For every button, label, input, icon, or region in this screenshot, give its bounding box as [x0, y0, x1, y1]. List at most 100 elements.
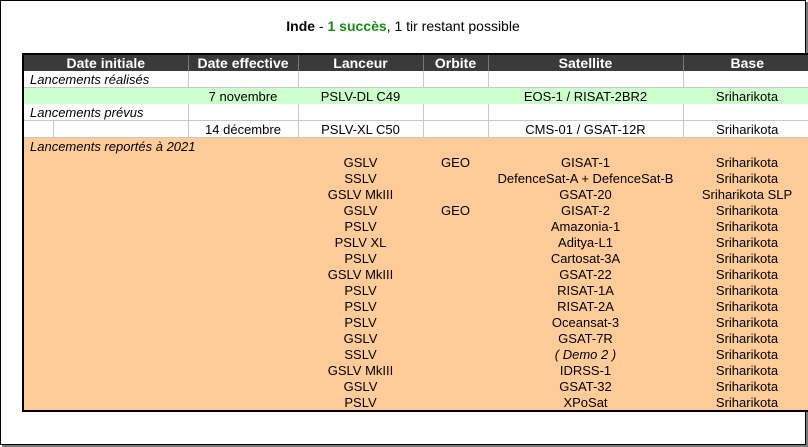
cell-orbite: GEO — [423, 202, 488, 218]
cell-satellite: XPoSat — [488, 394, 683, 411]
header-date-effective: Date effective — [187, 54, 298, 71]
cell-blank — [23, 394, 53, 411]
cell-date-effective — [188, 202, 298, 218]
table-row: PSLV Cartosat-3A Sriharikota — [23, 250, 808, 266]
cell-blank — [23, 346, 53, 362]
header-date-initiale: Date initiale — [23, 54, 188, 71]
cell-date-initiale — [53, 330, 188, 346]
cell-lanceur: PSLV-DL C49 — [298, 87, 423, 104]
section-label-prevus: Lancements prévus — [23, 104, 188, 121]
cell-satellite: GSAT-32 — [488, 378, 683, 394]
cell-orbite — [423, 234, 488, 250]
cell-base: Sriharikota — [683, 394, 808, 411]
table-row: SSLV ( Demo 2 ) Sriharikota — [23, 346, 808, 362]
title-country: Inde — [286, 18, 316, 34]
cell-date-effective — [188, 346, 298, 362]
cell-date-effective — [188, 394, 298, 411]
table-row: PSLV RISAT-2A Sriharikota — [23, 298, 808, 314]
cell-blank — [23, 250, 53, 266]
cell-blank — [23, 330, 53, 346]
cell-date-effective — [188, 250, 298, 266]
cell-orbite — [423, 346, 488, 362]
section-label-reportes: Lancements reportés à 2021 — [23, 137, 808, 154]
cell-satellite: GISAT-2 — [488, 202, 683, 218]
cell-blank — [23, 378, 53, 394]
section-row-prevus: Lancements prévus — [23, 104, 808, 121]
cell-date-effective — [188, 362, 298, 378]
cell-base: Sriharikota — [682, 120, 808, 138]
cell-lanceur: GSLV — [298, 330, 423, 346]
launch-table: Date initiale Date effective Lanceur Orb… — [22, 53, 808, 412]
table-row: GSLV MkIII GSAT-22 Sriharikota — [23, 266, 808, 282]
cell-satellite: RISAT-1A — [488, 282, 683, 298]
panel-title: Inde - 1 succès, 1 tir restant possible — [1, 18, 805, 34]
cell-orbite — [423, 314, 488, 330]
cell-date-initiale — [53, 186, 188, 202]
cell-date-effective — [188, 218, 298, 234]
table-body: Lancements réalisés 7 novembre PSLV-DL C… — [23, 71, 808, 411]
cell-satellite: ( Demo 2 ) — [488, 346, 683, 362]
cell-satellite: Oceansat-3 — [488, 314, 683, 330]
cell-satellite: RISAT-2A — [488, 298, 683, 314]
cell-orbite — [423, 298, 488, 314]
cell-orbite — [423, 282, 488, 298]
table-row: GSLV GEO GISAT-1 Sriharikota — [23, 154, 808, 170]
cell-orbite — [423, 378, 488, 394]
cell-blank — [23, 362, 53, 378]
cell-orbite — [422, 120, 488, 138]
cell-date-initiale — [53, 170, 188, 186]
cell-base: Sriharikota — [683, 170, 808, 186]
cell-lanceur: PSLV-XL C50 — [297, 120, 423, 138]
cell-satellite: Aditya-L1 — [488, 234, 683, 250]
cell-date-effective — [188, 186, 298, 202]
table-row: SSLV DefenceSat-A + DefenceSat-B Srihariko… — [23, 170, 808, 186]
cell-date-effective — [188, 378, 298, 394]
header-lanceur: Lanceur — [297, 54, 423, 71]
cell-date-initiale — [53, 378, 188, 394]
cell-base: Sriharikota — [683, 282, 808, 298]
cell-date-effective — [188, 234, 298, 250]
cell-orbite — [423, 330, 488, 346]
cell-blank — [23, 218, 53, 234]
table-row: GSLV MkIII IDRSS-1 Sriharikota — [23, 362, 808, 378]
cell-date-effective — [188, 266, 298, 282]
cell-blank — [23, 314, 53, 330]
table-row: PSLV Amazonia-1 Sriharikota — [23, 218, 808, 234]
cell-date-effective — [188, 154, 298, 170]
header-orbite: Orbite — [422, 54, 488, 71]
cell-lanceur: GSLV MkIII — [298, 266, 423, 282]
header-base: Base — [682, 54, 808, 71]
cell-date-initiale — [53, 218, 188, 234]
cell-base: Sriharikota — [683, 266, 808, 282]
cell-lanceur: PSLV — [298, 298, 423, 314]
table-row: GSLV GEO GISAT-2 Sriharikota — [23, 202, 808, 218]
cell-satellite: Amazonia-1 — [488, 218, 683, 234]
cell-lanceur: PSLV — [298, 250, 423, 266]
table-header-row: Date initiale Date effective Lanceur Orb… — [23, 54, 808, 71]
table-row: PSLV XPoSat Sriharikota — [23, 394, 808, 411]
cell-base: Sriharikota — [683, 346, 808, 362]
cell-date-initiale — [53, 266, 188, 282]
cell-base: Sriharikota — [683, 362, 808, 378]
section-label-realises: Lancements réalisés — [23, 71, 188, 88]
cell-date-initiale — [53, 154, 188, 170]
cell-orbite: GEO — [423, 154, 488, 170]
cell-date-effective — [188, 314, 298, 330]
table-row: 14 décembre PSLV-XL C50 CMS-01 / GSAT-12… — [23, 120, 808, 138]
cell-date-initiale — [53, 314, 188, 330]
cell-lanceur: PSLV — [298, 218, 423, 234]
cell-orbite — [423, 266, 488, 282]
cell-lanceur: SSLV — [298, 346, 423, 362]
cell-lanceur: SSLV — [298, 170, 423, 186]
title-rest: , 1 tir restant possible — [386, 18, 520, 34]
cell-base: Sriharikota — [683, 378, 808, 394]
cell-date-initiale — [53, 234, 188, 250]
cell-orbite — [423, 186, 488, 202]
cell-date-initiale — [53, 87, 188, 104]
title-success-count: 1 succès — [327, 18, 387, 34]
cell-lanceur: GSLV — [298, 154, 423, 170]
cell-blank — [23, 170, 53, 186]
cell-orbite — [423, 394, 488, 411]
table-row: PSLV XL Aditya-L1 Sriharikota — [23, 234, 808, 250]
